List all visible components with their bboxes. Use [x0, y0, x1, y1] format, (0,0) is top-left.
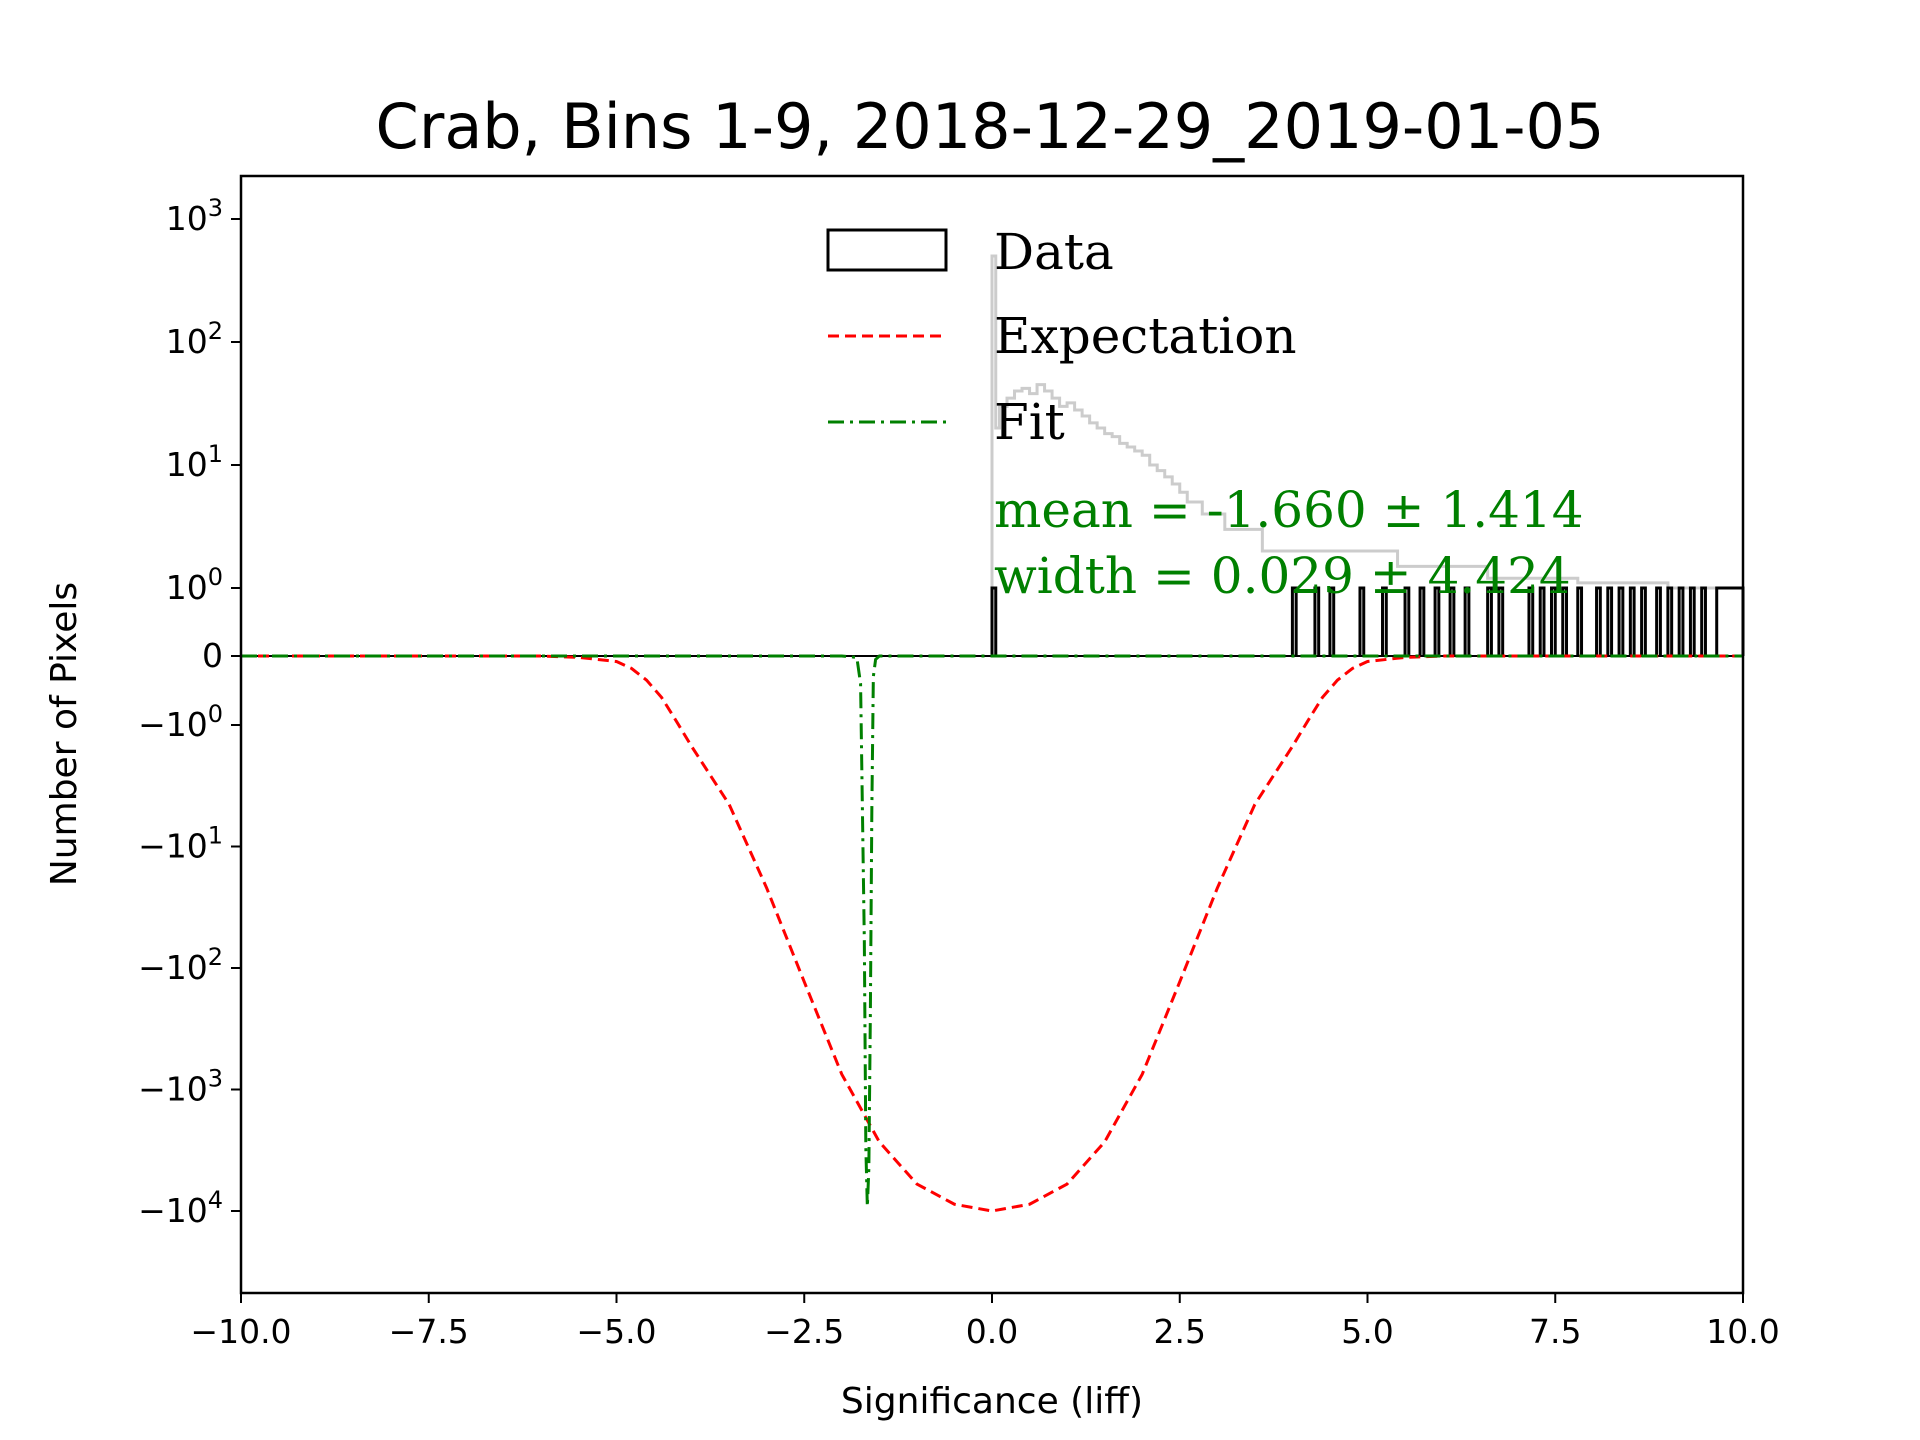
y-axis-label: Number of Pixels: [44, 582, 85, 886]
data-histogram-bar: [1640, 586, 1647, 656]
data-histogram-bar: [1561, 586, 1569, 656]
y-axis: 103 102 101 100 0 −100 −101 −102 −103 −104: [138, 194, 241, 1230]
data-histogram-bar: [1688, 586, 1696, 656]
data-histogram-bar: [1313, 586, 1321, 656]
fit-curve: [241, 654, 1743, 1207]
x-tick-label: 5.0: [1341, 1312, 1393, 1351]
data-histogram-bar: [1576, 586, 1584, 656]
data-histogram-bar: [1358, 586, 1366, 656]
background-histogram: [990, 254, 1743, 656]
fit-width-annotation: width = 0.029 ± 4.424: [994, 547, 1571, 605]
legend-expectation-label: Expectation: [994, 307, 1297, 365]
y-tick-label: −100: [138, 700, 223, 744]
x-tick-label: −10.0: [190, 1312, 291, 1351]
data-histogram-bar: [1538, 586, 1546, 656]
legend-data-swatch: [826, 228, 948, 272]
y-tick-label: −103: [138, 1065, 223, 1109]
data-histogram-bar: [1418, 586, 1426, 656]
x-tick-label: −7.5: [389, 1312, 469, 1351]
y-tick-label: 103: [166, 194, 223, 238]
data-histogram-bar: [1486, 586, 1493, 656]
chart-title: Crab, Bins 1-9, 2018-12-29_2019-01-05: [376, 90, 1605, 163]
data-histogram-bar: [1549, 586, 1557, 656]
y-tick-label: 0: [202, 636, 223, 675]
data-histogram-bar: [1328, 586, 1336, 656]
x-tick-label: −5.0: [576, 1312, 656, 1351]
data-histogram-bar: [990, 586, 998, 656]
y-tick-label: 102: [166, 317, 223, 361]
data-histogram-bar: [1677, 586, 1685, 656]
data-histogram-bar: [1448, 586, 1456, 656]
data-histogram-bar: [1290, 586, 1298, 656]
data-histogram-bar: [1595, 586, 1602, 656]
fit-mean-annotation: mean = -1.660 ± 1.414: [994, 481, 1584, 539]
x-tick-label: 7.5: [1529, 1312, 1581, 1351]
data-histogram-bar: [1628, 586, 1636, 656]
y-tick-label: 101: [166, 440, 223, 484]
y-tick-label: −102: [138, 943, 223, 987]
data-histogram-bar: [1403, 586, 1411, 656]
legend-data-label: Data: [994, 223, 1114, 281]
data-histogram-bar: [1497, 586, 1505, 656]
data-histogram-bar: [1527, 586, 1535, 656]
x-axis: −10.0 −7.5 −5.0 −2.5 0.0 2.5 5.0 7.5 10.0: [190, 1293, 1780, 1351]
data-histogram-bar: [1655, 586, 1662, 656]
data-histogram-bar: [1433, 586, 1441, 656]
data-histogram-bar: [1617, 586, 1625, 656]
x-tick-label: 10.0: [1706, 1312, 1779, 1351]
y-tick-label: −104: [138, 1186, 223, 1230]
x-tick-label: 2.5: [1154, 1312, 1206, 1351]
data-histogram-bar: [1381, 586, 1388, 656]
data-histogram-bar: [1666, 586, 1674, 656]
plot-series-layer: [241, 254, 1745, 1213]
x-axis-label: Significance (liff): [841, 1381, 1143, 1422]
x-tick-label: 0.0: [966, 1312, 1018, 1351]
legend: Data Expectation Fit: [826, 223, 1297, 451]
legend-fit-label: Fit: [994, 393, 1065, 451]
y-tick-label: 100: [166, 563, 223, 607]
x-tick-label: −2.5: [764, 1312, 844, 1351]
data-histogram-bar: [1700, 586, 1707, 656]
y-tick-label: −101: [138, 822, 223, 866]
data-histogram-bar: [1606, 586, 1614, 656]
data-histogram-bar: [1463, 586, 1471, 656]
